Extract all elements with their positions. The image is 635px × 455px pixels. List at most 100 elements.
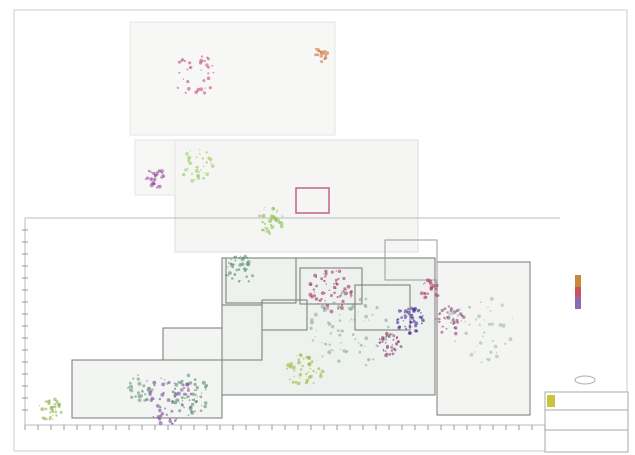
find xyxy=(354,338,357,341)
find xyxy=(52,414,54,416)
find xyxy=(434,281,437,283)
find xyxy=(349,290,353,293)
scale-bar xyxy=(575,287,581,297)
find xyxy=(199,395,203,399)
find xyxy=(237,268,240,270)
find xyxy=(399,345,403,349)
find xyxy=(189,393,192,396)
find xyxy=(387,325,390,329)
find xyxy=(265,227,269,231)
find xyxy=(245,256,249,259)
find xyxy=(48,416,52,419)
find xyxy=(183,59,187,63)
find xyxy=(340,330,342,332)
find xyxy=(346,292,349,295)
find xyxy=(341,307,344,311)
find xyxy=(161,174,166,178)
find xyxy=(323,273,325,275)
find xyxy=(330,348,333,351)
find xyxy=(202,176,205,180)
find xyxy=(498,323,503,327)
find xyxy=(326,321,330,324)
find xyxy=(446,316,449,319)
find xyxy=(130,395,134,399)
find xyxy=(333,291,336,295)
find xyxy=(371,313,374,316)
find xyxy=(176,86,179,89)
find xyxy=(180,396,184,400)
find xyxy=(342,349,347,353)
find xyxy=(402,320,405,322)
find xyxy=(194,168,199,173)
find xyxy=(155,404,160,408)
find xyxy=(364,314,368,319)
find xyxy=(491,340,494,343)
find xyxy=(405,327,408,330)
find xyxy=(511,317,513,319)
frame xyxy=(13,9,628,452)
find xyxy=(291,380,295,384)
find xyxy=(305,372,308,376)
find xyxy=(160,393,165,397)
find xyxy=(270,214,274,218)
find xyxy=(447,305,451,308)
find xyxy=(146,176,150,180)
find xyxy=(38,404,41,407)
find xyxy=(316,53,320,57)
find xyxy=(311,339,315,342)
find xyxy=(330,270,334,274)
find xyxy=(424,282,426,284)
find xyxy=(325,283,328,285)
find xyxy=(391,352,395,356)
find xyxy=(183,397,186,399)
find xyxy=(353,318,355,321)
trench xyxy=(221,257,436,396)
find xyxy=(275,211,277,214)
find xyxy=(404,325,406,328)
find xyxy=(307,371,309,374)
find xyxy=(455,327,457,330)
find xyxy=(159,406,162,409)
find xyxy=(323,342,326,345)
find xyxy=(307,355,311,360)
find xyxy=(456,314,460,317)
find xyxy=(340,348,342,351)
find xyxy=(178,71,181,74)
find xyxy=(328,343,331,346)
find xyxy=(315,284,318,288)
find xyxy=(483,331,486,334)
find xyxy=(231,277,234,280)
find xyxy=(173,393,177,398)
find xyxy=(158,421,163,425)
find xyxy=(201,392,203,394)
find xyxy=(46,418,49,421)
find xyxy=(486,357,489,360)
find xyxy=(298,377,300,379)
find xyxy=(261,220,264,224)
find xyxy=(227,274,229,277)
find xyxy=(476,345,478,347)
find xyxy=(357,311,359,313)
find xyxy=(392,338,395,341)
find xyxy=(207,156,211,160)
find xyxy=(196,396,198,398)
trench xyxy=(71,359,223,419)
find xyxy=(412,319,416,323)
find xyxy=(347,306,351,310)
find xyxy=(420,316,423,319)
find xyxy=(231,266,234,269)
find xyxy=(201,380,206,385)
find xyxy=(407,331,412,335)
find xyxy=(193,389,196,392)
find xyxy=(423,320,425,322)
find xyxy=(480,301,482,304)
title-block xyxy=(544,391,629,453)
find xyxy=(206,76,211,81)
find xyxy=(43,417,47,421)
find xyxy=(205,151,208,154)
find xyxy=(152,416,155,418)
find xyxy=(52,410,55,414)
find xyxy=(204,87,206,89)
find xyxy=(153,173,158,178)
